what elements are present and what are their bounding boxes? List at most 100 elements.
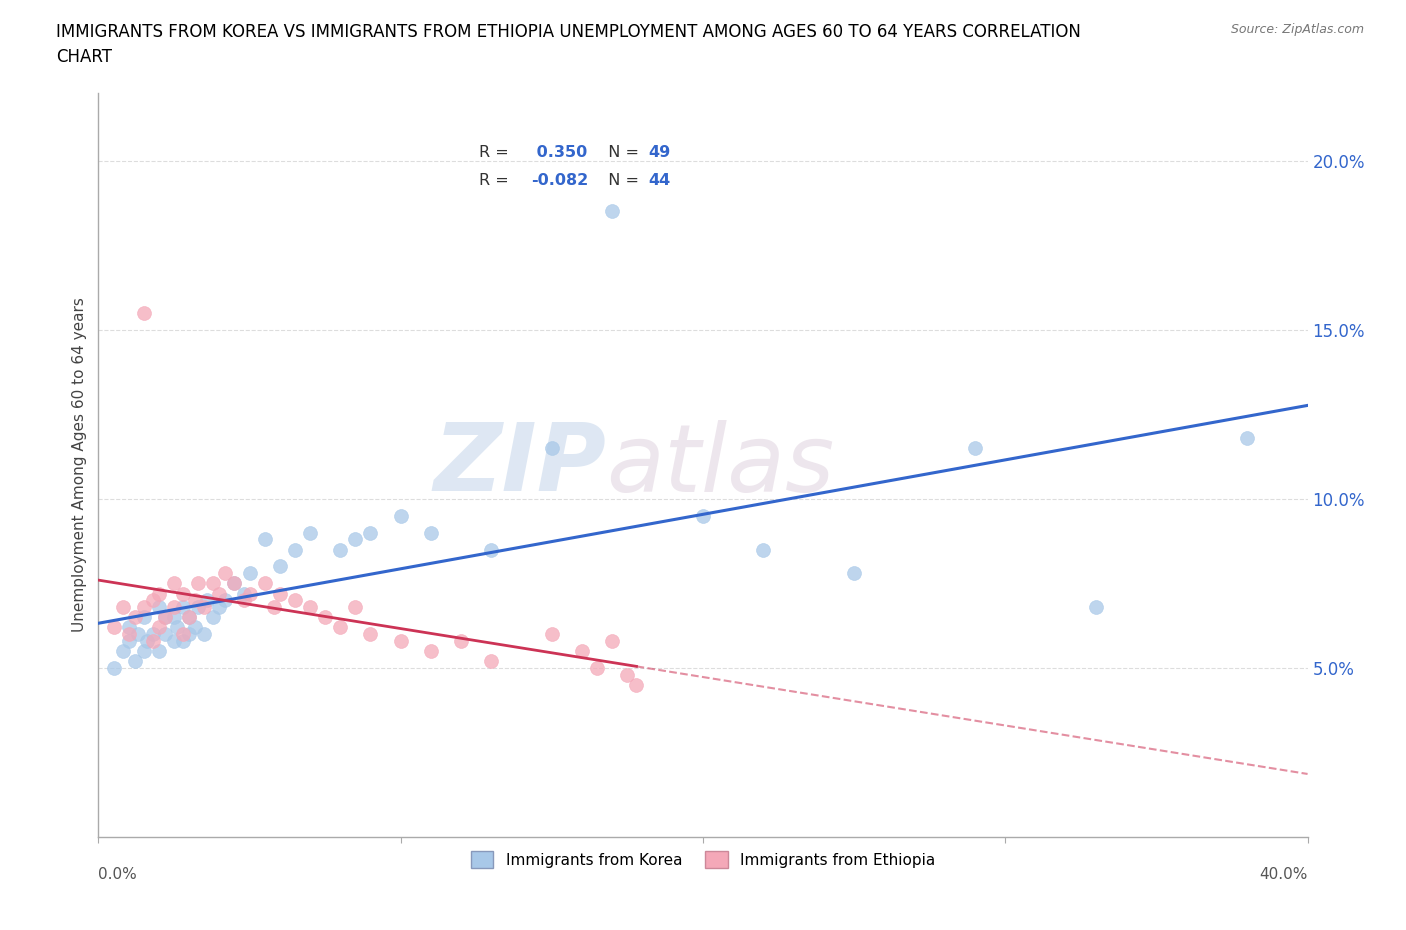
Point bbox=[153, 610, 176, 625]
Text: Source: ZipAtlas.com: Source: ZipAtlas.com bbox=[1230, 23, 1364, 36]
Point bbox=[184, 620, 207, 635]
Point bbox=[127, 627, 149, 642]
Point bbox=[360, 525, 382, 540]
Point bbox=[299, 525, 322, 540]
Point bbox=[299, 600, 322, 615]
Point bbox=[132, 644, 155, 658]
Point bbox=[179, 610, 201, 625]
Point bbox=[118, 627, 141, 642]
Point bbox=[103, 660, 125, 675]
Text: R =: R = bbox=[479, 145, 515, 160]
Point bbox=[540, 441, 562, 456]
Point bbox=[163, 610, 186, 625]
Text: 0.350: 0.350 bbox=[531, 145, 588, 160]
Point bbox=[148, 600, 170, 615]
Point bbox=[253, 576, 276, 591]
Text: 40.0%: 40.0% bbox=[1260, 867, 1308, 882]
Point bbox=[132, 600, 155, 615]
Point bbox=[602, 204, 624, 219]
Point bbox=[148, 586, 170, 601]
Point bbox=[124, 654, 146, 669]
Point bbox=[263, 600, 285, 615]
Point bbox=[202, 576, 225, 591]
Point bbox=[214, 592, 236, 607]
Point bbox=[195, 592, 218, 607]
Text: 44: 44 bbox=[648, 173, 671, 188]
Point bbox=[1085, 600, 1108, 615]
Point bbox=[329, 542, 352, 557]
Point bbox=[118, 633, 141, 648]
Point bbox=[187, 576, 209, 591]
Point bbox=[172, 627, 194, 642]
Point bbox=[481, 654, 503, 669]
Text: N =: N = bbox=[598, 173, 644, 188]
Point bbox=[284, 592, 307, 607]
Point bbox=[148, 620, 170, 635]
Point bbox=[239, 586, 262, 601]
Point bbox=[329, 620, 352, 635]
Point bbox=[103, 620, 125, 635]
Y-axis label: Unemployment Among Ages 60 to 64 years: Unemployment Among Ages 60 to 64 years bbox=[72, 298, 87, 632]
Point bbox=[163, 576, 186, 591]
Point bbox=[224, 576, 246, 591]
Point bbox=[420, 644, 443, 658]
Text: -0.082: -0.082 bbox=[531, 173, 589, 188]
Point bbox=[344, 600, 367, 615]
Point bbox=[389, 633, 412, 648]
Point bbox=[172, 586, 194, 601]
Point bbox=[284, 542, 307, 557]
Text: N =: N = bbox=[598, 145, 644, 160]
Point bbox=[172, 633, 194, 648]
Point bbox=[193, 627, 215, 642]
Text: R =: R = bbox=[479, 173, 515, 188]
Point bbox=[360, 627, 382, 642]
Point bbox=[752, 542, 775, 557]
Point bbox=[124, 610, 146, 625]
Point bbox=[344, 532, 367, 547]
Point bbox=[153, 610, 176, 625]
Point bbox=[586, 660, 609, 675]
Point bbox=[163, 633, 186, 648]
Point bbox=[142, 627, 165, 642]
Text: CHART: CHART bbox=[56, 48, 112, 66]
Point bbox=[163, 600, 186, 615]
Point bbox=[224, 576, 246, 591]
Point bbox=[118, 620, 141, 635]
Point bbox=[602, 633, 624, 648]
Point bbox=[153, 627, 176, 642]
Point bbox=[450, 633, 472, 648]
Point bbox=[571, 644, 593, 658]
Point bbox=[214, 565, 236, 580]
Point bbox=[1236, 431, 1258, 445]
Point bbox=[142, 592, 165, 607]
Point bbox=[193, 600, 215, 615]
Point bbox=[232, 586, 254, 601]
Point bbox=[269, 586, 291, 601]
Point bbox=[269, 559, 291, 574]
Text: 49: 49 bbox=[648, 145, 671, 160]
Point bbox=[166, 620, 188, 635]
Point bbox=[202, 610, 225, 625]
Point bbox=[172, 600, 194, 615]
Point bbox=[692, 509, 714, 524]
Point bbox=[540, 627, 562, 642]
Point bbox=[232, 592, 254, 607]
Point bbox=[111, 644, 134, 658]
Point bbox=[626, 677, 648, 692]
Point bbox=[208, 586, 231, 601]
Point bbox=[481, 542, 503, 557]
Legend: Immigrants from Korea, Immigrants from Ethiopia: Immigrants from Korea, Immigrants from E… bbox=[464, 845, 942, 874]
Point bbox=[239, 565, 262, 580]
Point bbox=[132, 610, 155, 625]
Point bbox=[616, 667, 638, 682]
Point bbox=[142, 633, 165, 648]
Point bbox=[253, 532, 276, 547]
Text: IMMIGRANTS FROM KOREA VS IMMIGRANTS FROM ETHIOPIA UNEMPLOYMENT AMONG AGES 60 TO : IMMIGRANTS FROM KOREA VS IMMIGRANTS FROM… bbox=[56, 23, 1081, 41]
Text: ZIP: ZIP bbox=[433, 419, 606, 511]
Point bbox=[132, 305, 155, 320]
Point bbox=[389, 509, 412, 524]
Point bbox=[420, 525, 443, 540]
Point bbox=[314, 610, 336, 625]
Point bbox=[179, 610, 201, 625]
Point bbox=[208, 600, 231, 615]
